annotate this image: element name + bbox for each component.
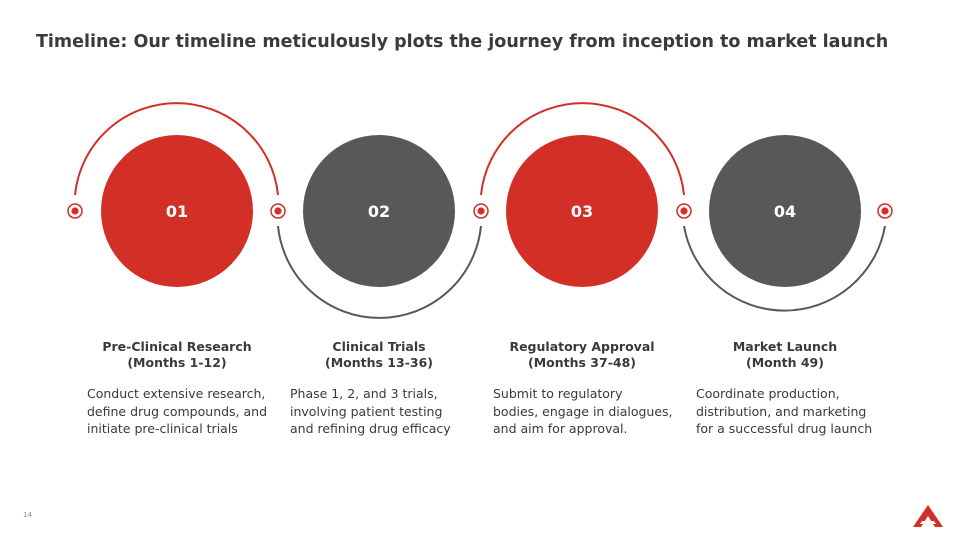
step-title-02-name: Clinical Trials [332, 339, 426, 354]
step-description-02-line: and refining drug efficacy [290, 421, 451, 436]
step-description-02-line: involving patient testing [290, 403, 443, 419]
step-number-03: 03 [571, 202, 593, 221]
step-circle-01 [101, 135, 253, 287]
step-title-02: Clinical Trials (Months 13-36) [279, 339, 479, 371]
slide-title: Timeline: Our timeline meticulously plot… [36, 32, 889, 52]
step-title-02-months: (Months 13-36) [325, 355, 433, 370]
timeline-arc-top-1 [74, 102, 279, 196]
step-circle-04 [709, 135, 861, 287]
step-title-04: Market Launch (Month 49) [685, 339, 885, 371]
step-description-01-line: initiate pre-clinical trials [87, 421, 238, 436]
step-title-04-name: Market Launch [732, 339, 838, 354]
step-circle-02 [303, 135, 455, 287]
step-description-02-line: Phase 1, 2, and 3 trials, [290, 386, 438, 401]
step-description-04-line: for a successful drug launch [696, 421, 873, 436]
step-circle-03 [506, 135, 658, 287]
timeline-node-4 [676, 203, 692, 219]
step-title-01-name: Pre-Clinical Research [102, 339, 252, 354]
step-description-04-line: Coordinate production, [696, 386, 840, 401]
step-description-02: Phase 1, 2, and 3 trials, involving pati… [290, 385, 485, 438]
timeline-node-2 [270, 203, 286, 219]
step-description-03-line: and aim for approval. [493, 421, 628, 436]
step-description-03-line: bodies, engage in dialogues, [493, 403, 673, 419]
step-title-03: Regulatory Approval (Months 37-48) [482, 339, 682, 371]
timeline-node-5 [877, 203, 893, 219]
slide-number: 14 [23, 511, 32, 519]
step-description-04: Coordinate production, distribution, and… [696, 385, 891, 438]
timeline-arc-top-3 [480, 102, 685, 196]
step-title-01-months: (Months 1-12) [127, 355, 227, 370]
step-number-02: 02 [368, 202, 390, 221]
step-description-03-line: Submit to regulatory [493, 386, 623, 401]
step-title-03-months: (Months 37-48) [528, 355, 636, 370]
step-title-04-months: (Month 49) [746, 355, 824, 370]
step-number-01: 01 [166, 202, 188, 221]
step-title-01: Pre-Clinical Research (Months 1-12) [77, 339, 277, 371]
timeline-arc-bottom-2 [277, 225, 482, 319]
step-number-04: 04 [774, 202, 796, 221]
timeline-node-1 [67, 203, 83, 219]
step-description-01-line: Conduct extensive research, [87, 386, 266, 401]
step-description-01-line: define drug compounds, and [87, 403, 268, 419]
step-title-03-name: Regulatory Approval [509, 339, 655, 354]
timeline-arc-bottom-4 [683, 225, 886, 312]
step-description-04-line: distribution, and marketing [696, 403, 867, 419]
step-description-03: Submit to regulatory bodies, engage in d… [493, 385, 688, 438]
brand-a-logo-icon [913, 505, 943, 527]
timeline-node-3 [473, 203, 489, 219]
step-description-01: Conduct extensive research, define drug … [87, 385, 282, 438]
